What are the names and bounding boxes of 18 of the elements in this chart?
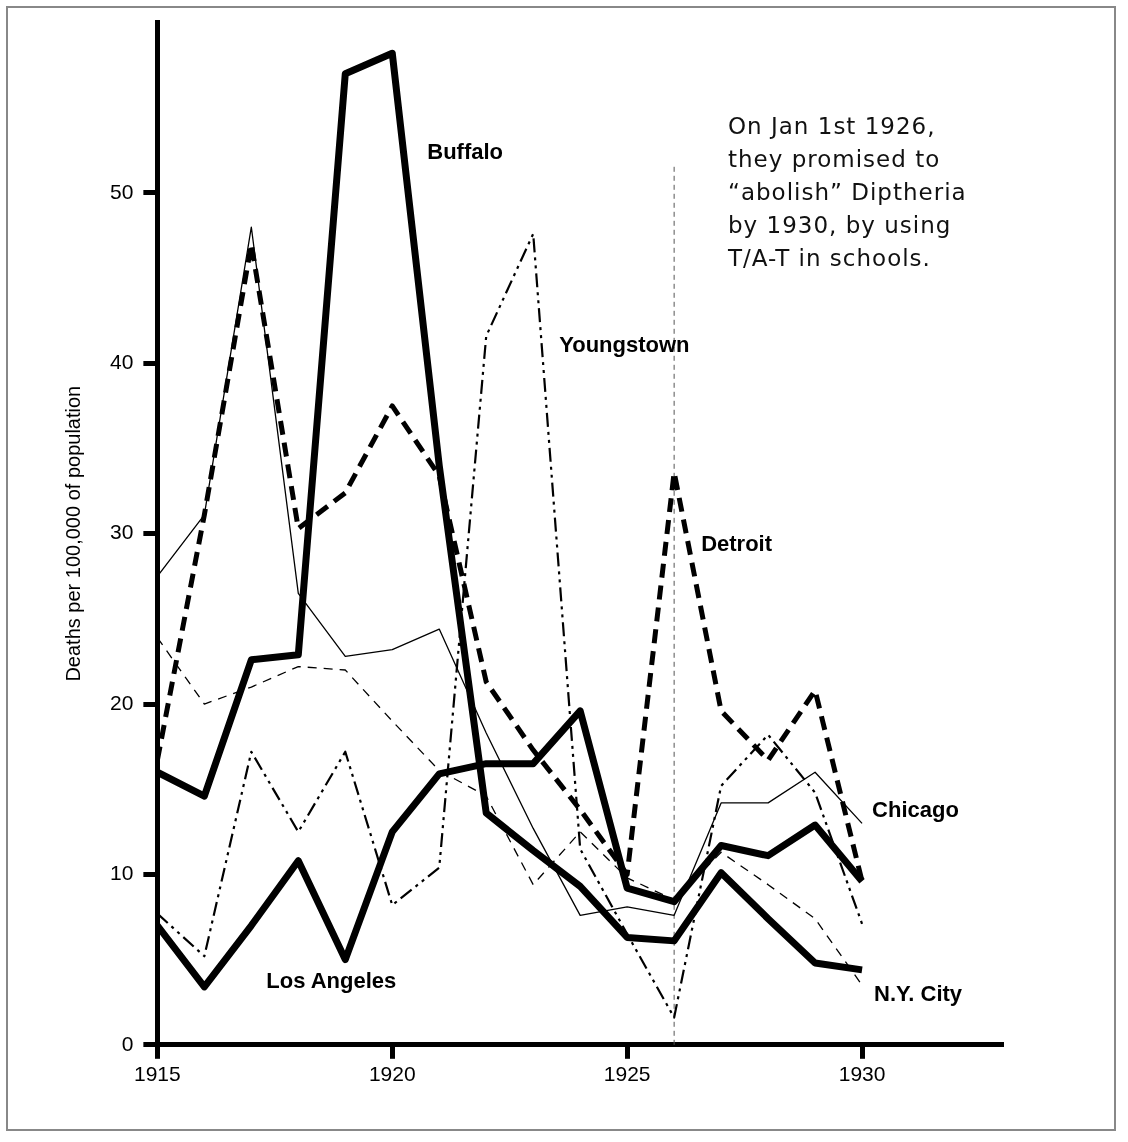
series-label: Detroit — [701, 531, 773, 557]
annotation: On Jan 1st 1926, they promised to “abolish” Diptheria by 1930, by using T/A-T in schools. — [728, 112, 968, 273]
series-label: Youngstown — [559, 331, 690, 357]
series-label: Los Angeles — [266, 967, 397, 993]
y-tick-label: 10 — [110, 861, 134, 885]
y-axis-title: Deaths per 100,000 of population — [61, 385, 84, 682]
series-label: N.Y. City — [874, 981, 963, 1007]
x-tick-label: 1920 — [368, 1062, 416, 1086]
y-tick-label: 40 — [110, 350, 134, 374]
y-tick-label: 50 — [110, 179, 134, 203]
x-tick-label: 1915 — [134, 1062, 181, 1086]
y-tick-label: 0 — [121, 1031, 134, 1055]
x-tick-label: 1930 — [838, 1062, 886, 1086]
series-label: Buffalo — [427, 139, 504, 165]
series-label: Chicago — [872, 797, 959, 823]
x-tick-label: 1925 — [603, 1062, 651, 1086]
y-tick-label: 30 — [110, 520, 134, 544]
y-tick-label: 20 — [110, 690, 134, 714]
